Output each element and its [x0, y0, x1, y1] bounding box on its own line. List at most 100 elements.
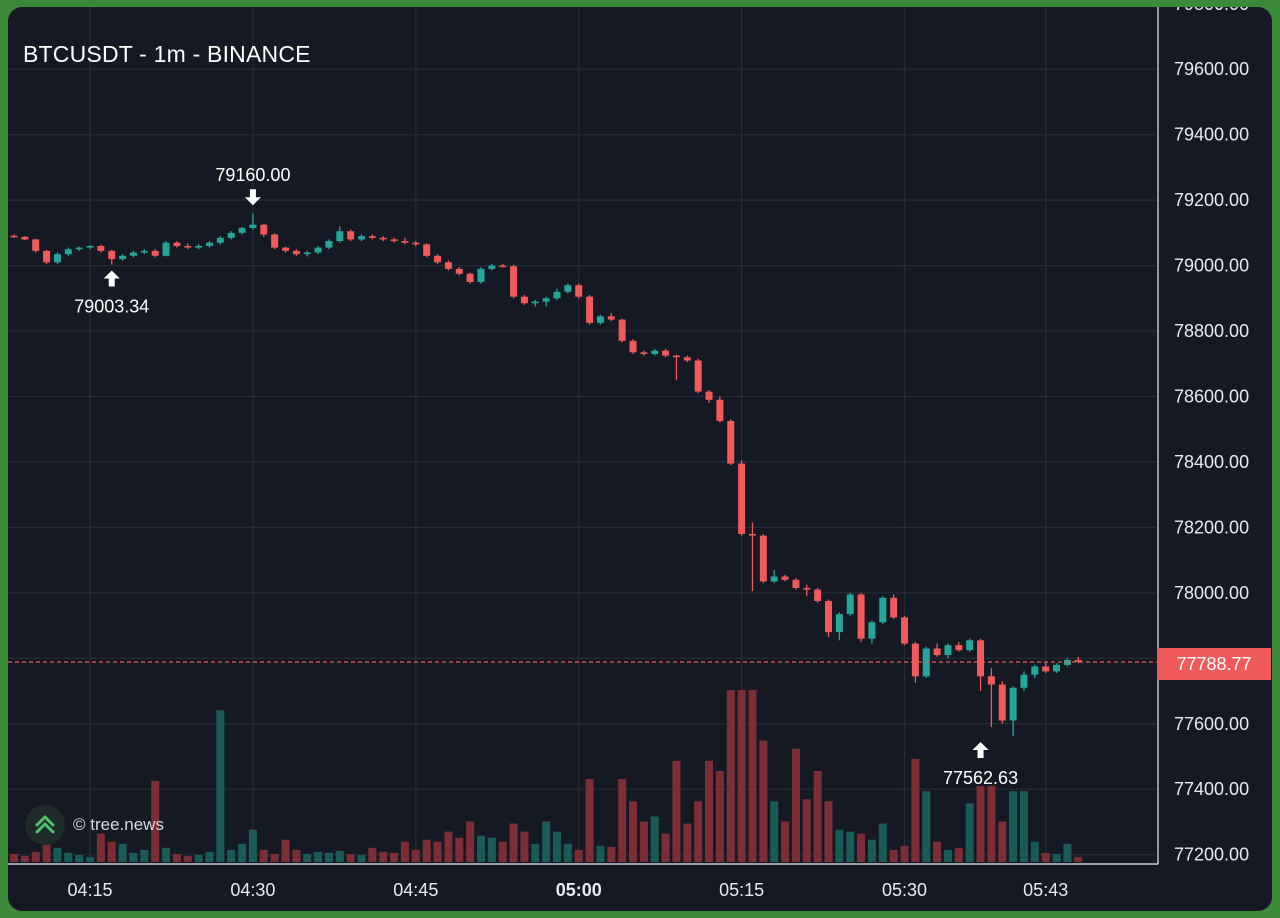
time-tick-label: 05:15	[719, 880, 764, 900]
time-axis[interactable]: 04:15 04:30 04:45 05:00 05:15 05:30 05:43	[67, 880, 1068, 900]
candle-body	[781, 576, 789, 580]
volume-bar	[867, 839, 876, 862]
candle-body	[911, 643, 919, 677]
volume-bar	[129, 852, 138, 862]
volume-bar	[335, 850, 344, 862]
candle	[379, 236, 387, 242]
price-tick-label: 78000.00	[1174, 583, 1249, 603]
candle-body	[814, 589, 822, 602]
candle	[955, 641, 963, 652]
candle-body	[368, 236, 376, 238]
chart-canvas[interactable]: 79800.00 79600.00 79400.00 79200.00 79000.00…	[8, 7, 1272, 911]
volume-bar	[10, 853, 18, 862]
volume-bar	[824, 801, 833, 862]
candle	[835, 612, 843, 641]
candle	[651, 349, 659, 356]
candle	[238, 226, 246, 235]
candle-body	[184, 245, 192, 248]
volume-bar	[390, 852, 399, 862]
price-axis[interactable]: 79800.00 79600.00 79400.00 79200.00 79000.00…	[1174, 7, 1249, 865]
candle-body	[987, 676, 995, 685]
volume-bar	[20, 855, 29, 862]
candle	[510, 264, 518, 299]
candle-body	[705, 391, 713, 400]
candle	[553, 288, 561, 300]
candle	[944, 643, 952, 659]
volume-bar	[650, 816, 659, 862]
candle	[43, 249, 51, 264]
volume-bar	[227, 849, 236, 862]
volume-bar	[563, 843, 572, 862]
volume-bar	[292, 849, 301, 862]
candle-body	[249, 224, 257, 228]
candle-body	[586, 296, 594, 323]
candle	[64, 247, 72, 256]
candle	[216, 236, 224, 245]
candle-body	[488, 265, 496, 269]
candle-body	[10, 235, 18, 238]
candle-body	[347, 231, 355, 240]
volume-bar	[433, 841, 442, 862]
candle	[32, 238, 40, 253]
candle	[683, 355, 691, 363]
candle	[477, 267, 485, 284]
volume-bar	[933, 841, 942, 862]
candle-body	[770, 576, 778, 582]
candle-body	[129, 252, 137, 256]
candle-body	[835, 614, 843, 633]
volume-bar	[411, 849, 420, 862]
candle-body	[607, 316, 615, 320]
candle-body	[998, 684, 1006, 721]
candle	[705, 389, 713, 404]
volume-bar	[303, 853, 312, 862]
volume-bar	[922, 791, 931, 862]
candle	[1020, 671, 1028, 692]
candle	[911, 641, 919, 683]
volume-bar	[672, 760, 681, 862]
candle	[75, 246, 83, 251]
candle-body	[901, 617, 909, 644]
candle-body	[966, 640, 974, 651]
volume-bar	[1063, 843, 1072, 862]
volume-bar	[618, 779, 627, 862]
volume-bar	[216, 710, 225, 862]
price-tick-label: 77200.00	[1174, 845, 1249, 865]
candle	[987, 668, 995, 728]
volume-bar	[379, 851, 388, 862]
price-tick-label: 79000.00	[1174, 256, 1249, 276]
candle-body	[97, 245, 105, 251]
candle	[412, 241, 420, 246]
watermark: © tree.news	[25, 805, 164, 845]
volume-bar	[694, 801, 703, 862]
candle	[162, 241, 170, 257]
candle	[596, 314, 604, 325]
volume-bar	[726, 690, 735, 862]
volume-bar	[607, 846, 616, 862]
candle	[792, 578, 800, 590]
low-marker: 77562.63	[943, 742, 1018, 788]
candle	[434, 254, 442, 264]
candle-body	[510, 266, 518, 297]
volume-bar	[770, 801, 779, 862]
candle	[282, 246, 289, 253]
down-arrow-icon	[244, 189, 261, 206]
candle-body	[542, 298, 550, 302]
volume-bar	[857, 833, 866, 862]
candle	[770, 569, 778, 584]
candle	[499, 263, 507, 268]
volume-bar	[455, 837, 464, 862]
candle-body	[390, 239, 398, 242]
candle	[879, 596, 887, 624]
candle	[303, 250, 311, 257]
candle-body	[216, 237, 224, 243]
candle	[868, 620, 876, 644]
candle	[1074, 656, 1082, 664]
volume-bar	[444, 831, 453, 862]
candle	[205, 241, 213, 248]
volume-bar	[987, 786, 996, 862]
candle	[846, 592, 854, 616]
candle-body	[423, 244, 431, 256]
candle-body	[238, 227, 246, 233]
volume-bar	[509, 823, 518, 862]
candle-body	[618, 319, 626, 341]
